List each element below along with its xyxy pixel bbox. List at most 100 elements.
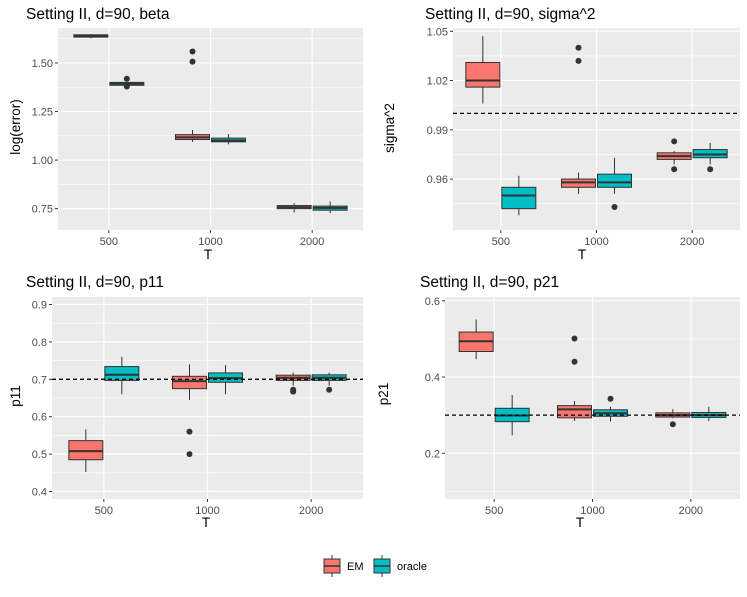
x-tick-label: 500	[485, 505, 503, 517]
x-tick-label: 1000	[580, 505, 604, 517]
boxplot-oracle-1000	[593, 395, 628, 422]
y-tick-label: 0.6	[32, 412, 47, 424]
boxplots	[68, 356, 347, 473]
panel-title: Setting II, d=90, sigma^2	[425, 6, 596, 23]
legend-label-oracle: oracle	[397, 561, 427, 573]
outlier-point	[669, 421, 676, 428]
boxplots	[465, 36, 728, 216]
outlier-point	[575, 44, 582, 51]
boxplot-oracle-2000	[311, 372, 347, 393]
x-tick-label: 1000	[584, 236, 608, 248]
x-tick-label: 500	[492, 236, 510, 248]
x-tick-labels: 500 1000 2000	[492, 230, 704, 248]
boxplot-em-2000	[275, 372, 311, 395]
x-tick-labels: 500 1000 2000	[485, 499, 703, 517]
y-tick-label: 0.75	[32, 204, 53, 216]
y-tick-label: 0.99	[427, 125, 448, 137]
gridlines	[58, 28, 363, 230]
gridlines	[453, 28, 740, 230]
legend-key-em	[323, 555, 341, 577]
boxplot-em-1000	[561, 44, 596, 194]
y-tick-labels: 0.75 1.00 1.25 1.50	[32, 58, 58, 216]
outlier-point	[186, 428, 193, 435]
x-tick-label: 1000	[198, 236, 222, 248]
outlier-point	[571, 358, 578, 365]
panel-title: Setting II, d=90, beta	[26, 6, 170, 23]
boxplot-oracle-2000	[312, 201, 348, 214]
y-tick-labels: 0.2 0.4 0.6	[425, 296, 445, 460]
x-tick-labels: 500 1000 2000	[100, 230, 324, 248]
panel-sigma2: Setting II, d=90, sigma^2 0.96 0.99 1.02 1.…	[382, 6, 740, 262]
legend-label-em: EM	[347, 561, 364, 573]
box	[465, 61, 501, 88]
x-tick-label: 2000	[300, 236, 324, 248]
y-axis-label: p11	[8, 385, 23, 407]
x-axis-label: T	[578, 247, 586, 262]
x-tick-label: 500	[95, 505, 113, 517]
legend: EM oracle	[323, 555, 427, 577]
y-tick-label: 0.7	[32, 374, 47, 386]
x-tick-label: 2000	[299, 505, 323, 517]
boxplot-em-1000	[175, 48, 210, 142]
outlier-point	[607, 395, 614, 402]
boxplot-em-500	[465, 36, 501, 104]
y-tick-label: 0.96	[427, 174, 448, 186]
y-tick-label: 0.8	[32, 337, 47, 349]
boxplot-em-500	[458, 319, 494, 360]
y-tick-label: 0.2	[425, 448, 440, 460]
y-tick-label: 1.25	[32, 107, 53, 119]
x-axis-label: T	[576, 515, 584, 530]
boxplot-oracle-500	[104, 356, 140, 395]
y-tick-label: 0.4	[32, 487, 47, 499]
outlier-point	[571, 335, 578, 342]
box	[501, 186, 537, 210]
outlier-point	[575, 57, 582, 64]
boxplot-oracle-500	[109, 75, 145, 90]
boxplot-oracle-1000	[211, 134, 246, 145]
x-tick-label: 500	[100, 236, 118, 248]
box	[172, 375, 207, 390]
x-tick-label: 2000	[679, 505, 703, 517]
outlier-point	[123, 75, 130, 82]
outlier-point	[671, 138, 678, 145]
panel-p11: Setting II, d=90, p11 0.4 0.5 0.6 0.7 0.8 0.9…	[8, 274, 363, 530]
boxplot-em-2000	[656, 138, 692, 173]
x-axis-label: T	[204, 247, 212, 262]
outlier-point	[186, 451, 193, 458]
boxplot-em-500	[73, 34, 109, 39]
y-axis-label: p21	[376, 383, 391, 406]
box	[104, 366, 140, 381]
panel-title: Setting II, d=90, p21	[420, 274, 559, 291]
x-tick-label: 1000	[195, 505, 219, 517]
y-tick-label: 0.9	[32, 299, 47, 311]
x-tick-labels: 500 1000 2000	[95, 499, 323, 517]
y-tick-label: 1.05	[427, 26, 448, 38]
x-axis-label: T	[202, 515, 210, 530]
boxplot-oracle-2000	[692, 142, 728, 173]
y-tick-label: 0.6	[425, 296, 440, 308]
outlier-point	[189, 58, 196, 65]
boxplots	[73, 34, 348, 214]
gridlines	[445, 297, 740, 499]
panel-beta: Setting II, d=90, beta 0.751.001.251.50 …	[8, 6, 363, 262]
legend-key-oracle	[373, 555, 391, 577]
box	[597, 173, 632, 188]
outlier-point	[123, 83, 130, 90]
y-tick-labels: 0.96 0.99 1.02 1.05	[427, 26, 453, 186]
y-tick-label: 1.50	[32, 58, 53, 70]
boxplot-oracle-1000	[208, 365, 243, 395]
panel-title: Setting II, d=90, p11	[26, 274, 164, 291]
y-tick-label: 1.00	[32, 155, 53, 167]
y-axis-label: sigma^2	[382, 103, 397, 153]
outlier-point	[707, 166, 714, 173]
boxplot-em-2000	[276, 203, 312, 213]
y-tick-label: 0.4	[425, 372, 440, 384]
outlier-point	[290, 388, 297, 395]
boxplot-oracle-500	[501, 175, 537, 216]
outlier-point	[671, 166, 678, 173]
outlier-point	[611, 204, 618, 211]
y-axis-label: log(error)	[8, 99, 23, 155]
boxplot-oracle-1000	[597, 157, 632, 211]
y-tick-label: 0.5	[32, 449, 47, 461]
